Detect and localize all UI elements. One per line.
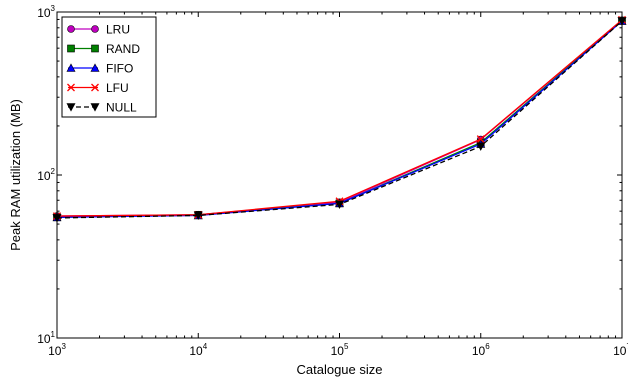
x-tick-label: 105 (331, 342, 349, 358)
legend-marker-null (66, 103, 76, 112)
x-tick-label: 104 (189, 342, 207, 358)
x-tick-label: 103 (48, 342, 66, 358)
x-tick-label: 107 (613, 342, 628, 358)
legend-label-fifo: FIFO (106, 62, 133, 76)
legend-marker-rand (91, 44, 99, 53)
data-point-null (476, 142, 486, 151)
legend-marker-fifo (90, 63, 100, 72)
legend-item-lfu: LFU (67, 81, 129, 95)
legend-label-lfu: LFU (106, 81, 129, 95)
legend-marker-lfu (91, 83, 99, 92)
legend-marker-null (90, 103, 100, 112)
x-tick-labels: 103 104 105 106 107 (48, 342, 628, 358)
legend: LRU RAND FIFO LFU NULL (61, 16, 157, 118)
y-axis-label: Peak RAM utilization (MB) (8, 99, 23, 251)
legend-item-lru: LRU (67, 23, 130, 37)
data-point-null (193, 211, 203, 221)
legend-label-null: NULL (106, 101, 137, 115)
legend-marker-rand (67, 44, 75, 53)
legend-label-lru: LRU (106, 23, 130, 37)
y-tick-label: 102 (37, 167, 55, 183)
data-point-null (335, 200, 344, 210)
legend-marker-lru (91, 25, 99, 33)
x-axis-label: Catalogue size (297, 362, 383, 377)
legend-item-fifo: FIFO (66, 62, 133, 76)
legend-item-rand: RAND (67, 42, 140, 56)
x-tick-label: 106 (472, 342, 490, 358)
legend-marker-fifo (66, 63, 76, 72)
legend-box (61, 16, 157, 118)
legend-marker-lru (67, 25, 75, 33)
ticks-layer (56, 11, 623, 339)
legend-item-null: NULL (66, 101, 137, 115)
data-point-lfu (476, 135, 485, 144)
y-tick-label: 103 (37, 4, 55, 20)
legend-marker-lfu (67, 83, 75, 92)
series-layer (52, 15, 627, 223)
y-tick-label: 101 (37, 330, 55, 346)
y-tick-labels: 101 102 103 (37, 4, 55, 346)
legend-label-rand: RAND (106, 42, 140, 56)
